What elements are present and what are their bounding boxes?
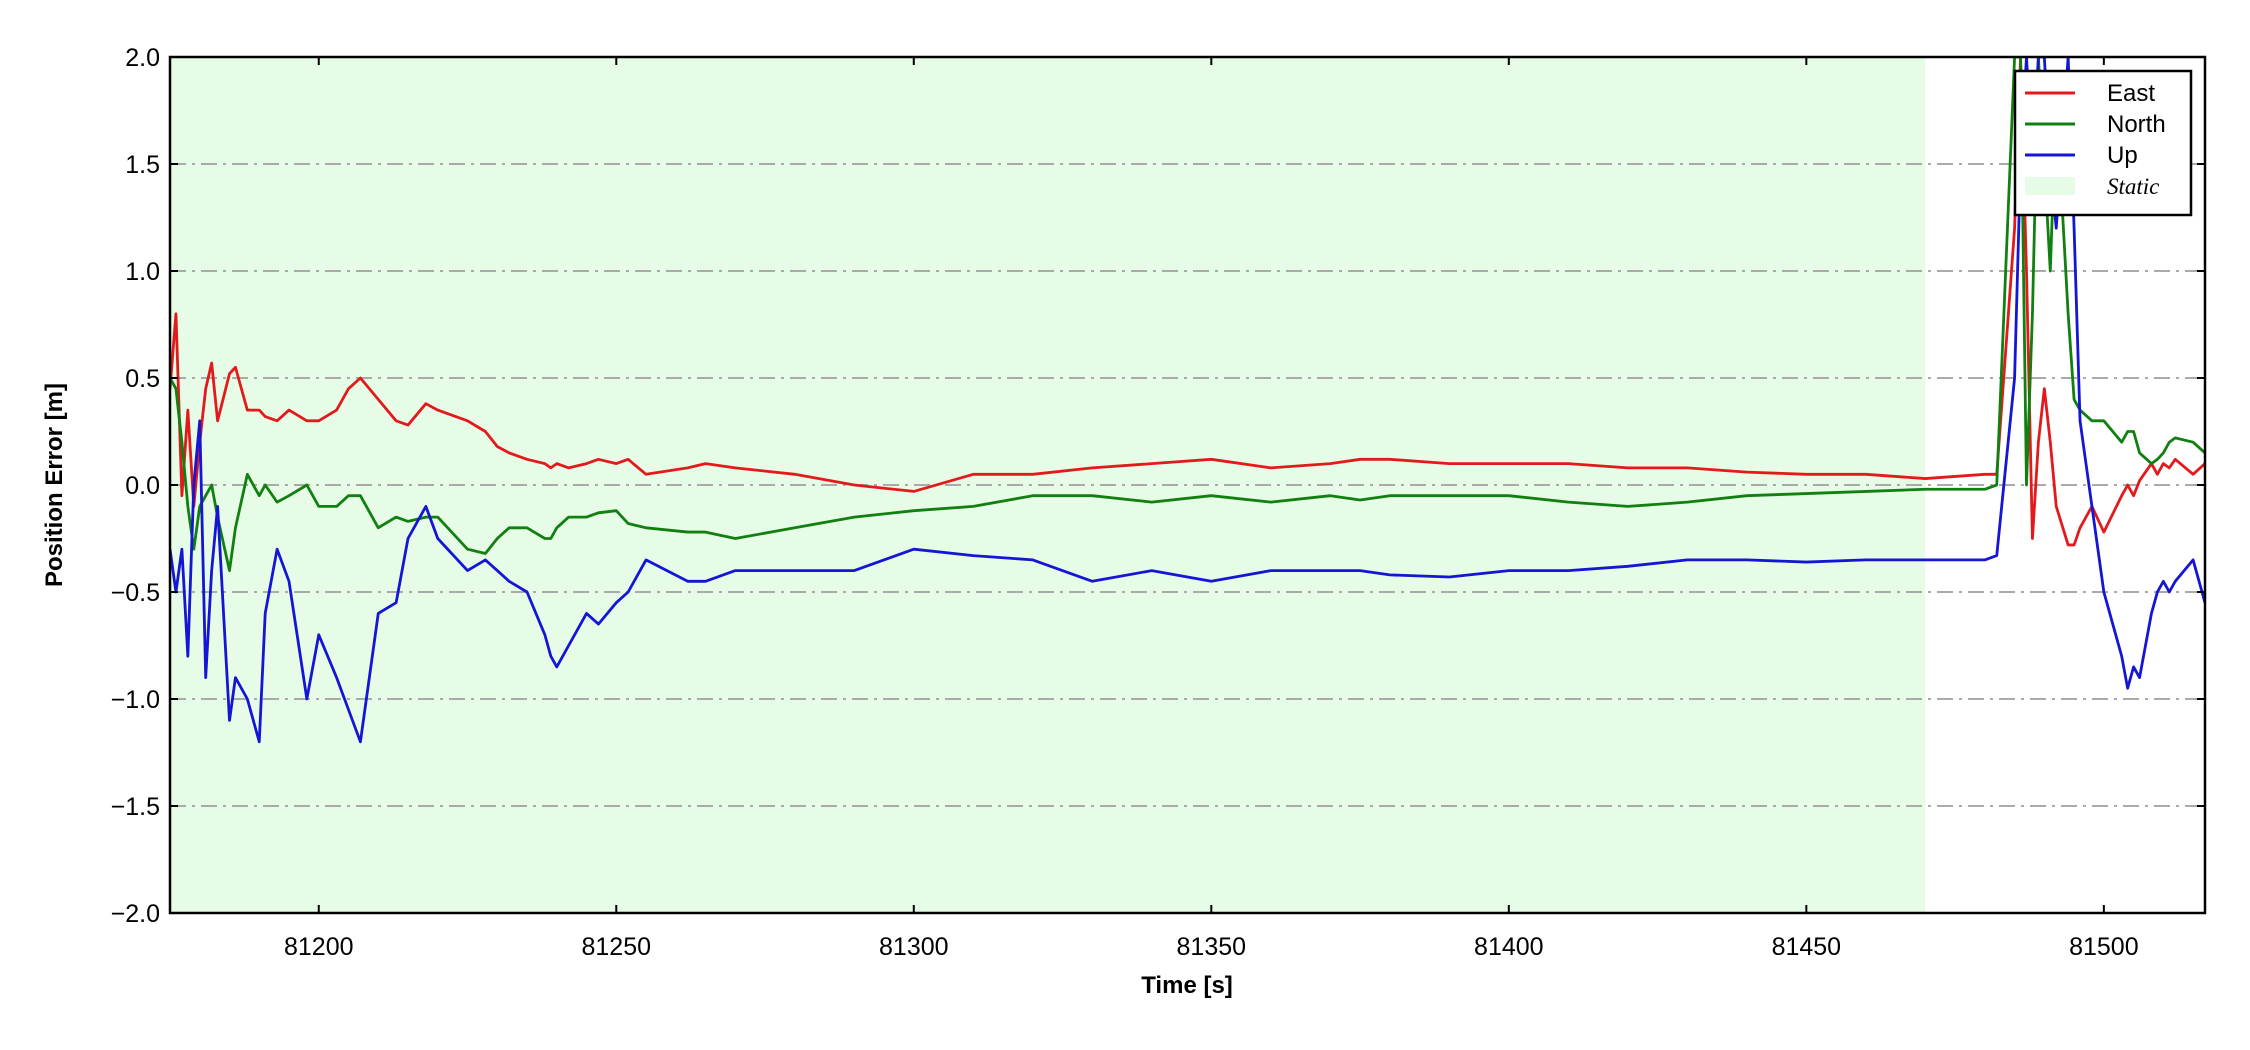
legend-label: Static xyxy=(2107,174,2159,199)
y-tick-label: −1.5 xyxy=(111,793,160,821)
legend: East North Up Static xyxy=(2013,69,2193,217)
x-tick-label: 81300 xyxy=(879,933,949,961)
plot-clip xyxy=(170,57,2205,913)
y-tick-label: 1.5 xyxy=(125,151,160,179)
x-tick-label: 81450 xyxy=(1772,933,1842,961)
x-tick-label: 81350 xyxy=(1177,933,1247,961)
plot-frame xyxy=(168,55,2207,915)
series-line xyxy=(170,57,2205,572)
series-line xyxy=(170,57,2205,547)
x-axis-label: Time [s] xyxy=(1141,972,1233,999)
y-tick-label: −0.5 xyxy=(111,579,160,607)
x-tick-label: 81400 xyxy=(1474,933,1544,961)
y-tick-label: 0.0 xyxy=(125,472,160,500)
plot-area xyxy=(170,57,2205,913)
y-tick-label: −2.0 xyxy=(111,900,160,928)
y-tick-label: 0.5 xyxy=(125,365,160,393)
legend-label: North xyxy=(2107,111,2166,138)
legend-label: Up xyxy=(2107,142,2138,169)
x-tick-label: 81200 xyxy=(284,933,354,961)
legend-swatch xyxy=(2025,177,2075,195)
y-tick-label: 1.0 xyxy=(125,258,160,286)
y-tick-label: 2.0 xyxy=(125,44,160,72)
x-tick-label: 81500 xyxy=(2069,933,2139,961)
y-axis-label: Position Error [m] xyxy=(41,383,68,587)
y-tick-label: −1.0 xyxy=(111,686,160,714)
x-tick-label: 81250 xyxy=(582,933,652,961)
legend-label: East xyxy=(2107,80,2155,107)
